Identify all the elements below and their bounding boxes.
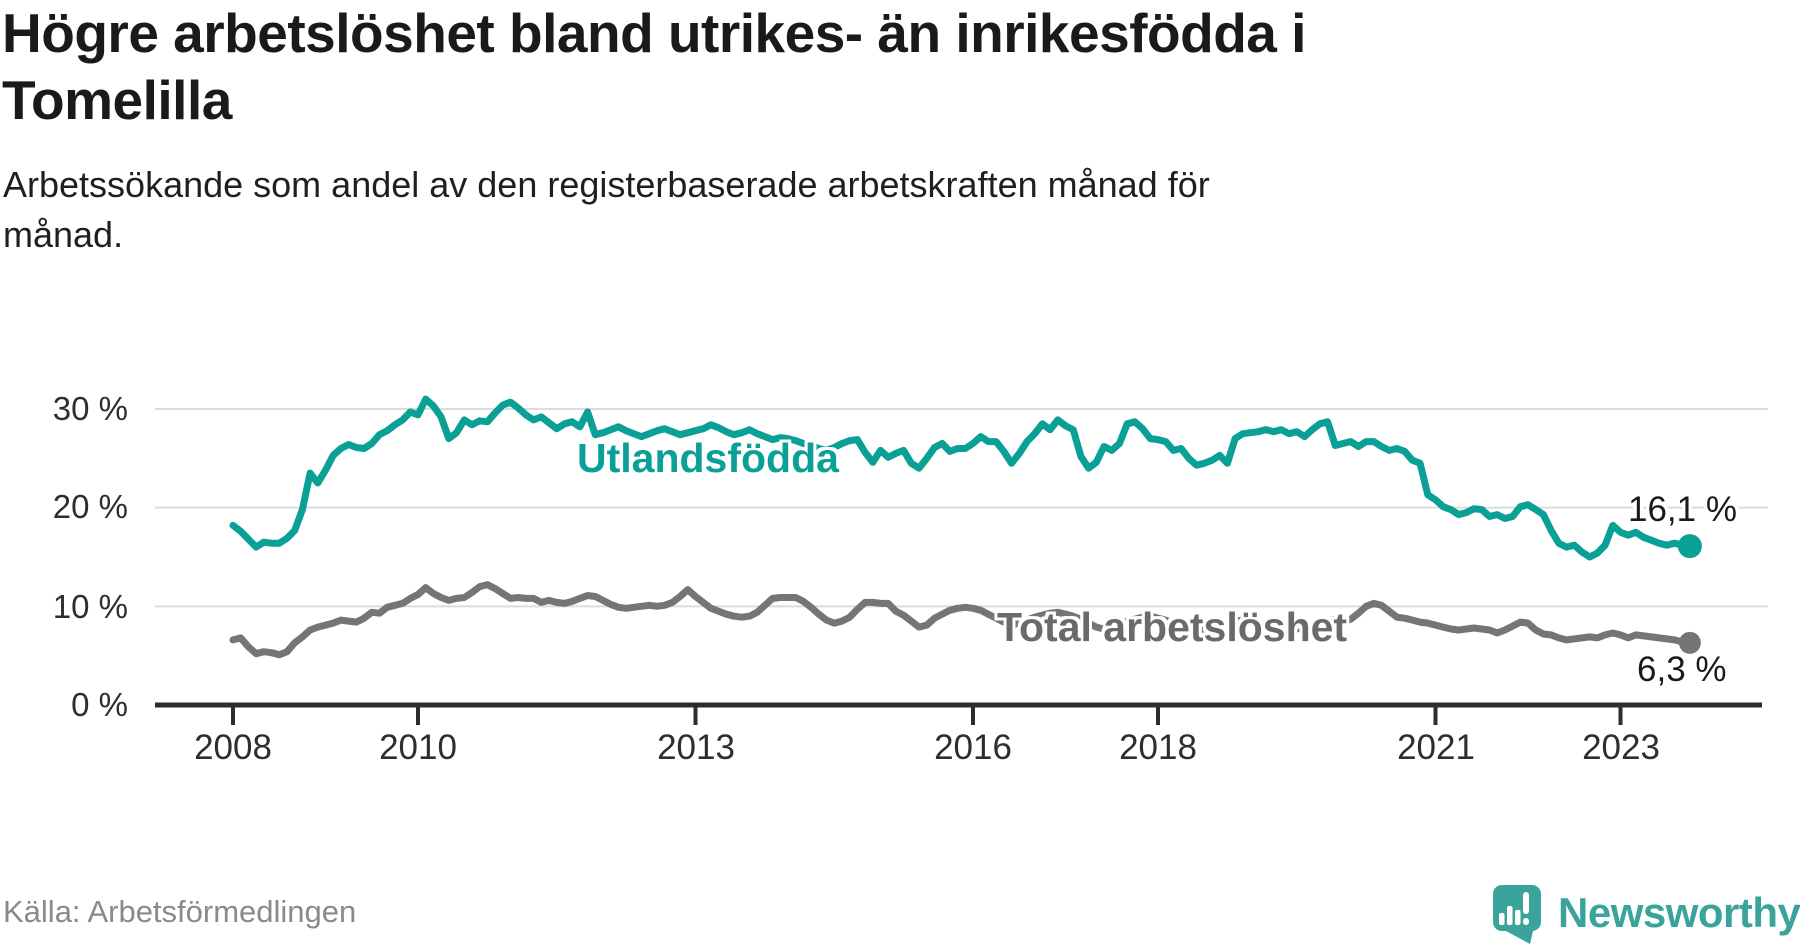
end-dot-utlandsfodda [1677, 534, 1702, 559]
series-line-total [229, 581, 1694, 659]
end-dot-total [1678, 631, 1701, 654]
x-axis-tick-label-2010: 2010 [379, 728, 457, 767]
y-axis-tick-label-20: 20 % [52, 488, 128, 525]
y-axis-tick-label-30: 30 % [52, 390, 128, 427]
newsworthy-logo: Newsworthy [1492, 884, 1800, 946]
y-axis-tick-label-0: 0 % [71, 686, 128, 723]
series-line-utlandsfodda [229, 395, 1694, 561]
x-axis-tick-label-2016: 2016 [934, 728, 1012, 767]
source-note: Källa: Arbetsförmedlingen [3, 894, 357, 929]
end-value-total-arbetsloshet: 6,3 % [1637, 650, 1727, 689]
end-value-utlandsfodda: 16,1 % [1628, 490, 1737, 529]
series-label-utlandsfodda: Utlandsfödda [577, 435, 839, 481]
x-axis-tick-label-2013: 2013 [657, 728, 735, 767]
newsworthy-wordmark: Newsworthy [1558, 889, 1800, 936]
y-axis-tick-label-10: 10 % [52, 588, 128, 625]
x-axis-tick-label-2018: 2018 [1119, 728, 1197, 767]
x-axis-tick-label-2021: 2021 [1397, 728, 1475, 767]
x-axis-tick-label-2008: 2008 [194, 728, 272, 767]
x-axis-tick-label-2023: 2023 [1582, 728, 1660, 767]
chart-subtitle: Arbetssökande som andel av den registerb… [3, 164, 1210, 255]
newsworthy-bubble-chart-icon [1493, 885, 1541, 944]
page-title: Högre arbetslöshet bland utrikes- än inr… [2, 2, 1306, 132]
series-label-total-arbetsloshet: Total arbetslöshet [997, 604, 1348, 650]
